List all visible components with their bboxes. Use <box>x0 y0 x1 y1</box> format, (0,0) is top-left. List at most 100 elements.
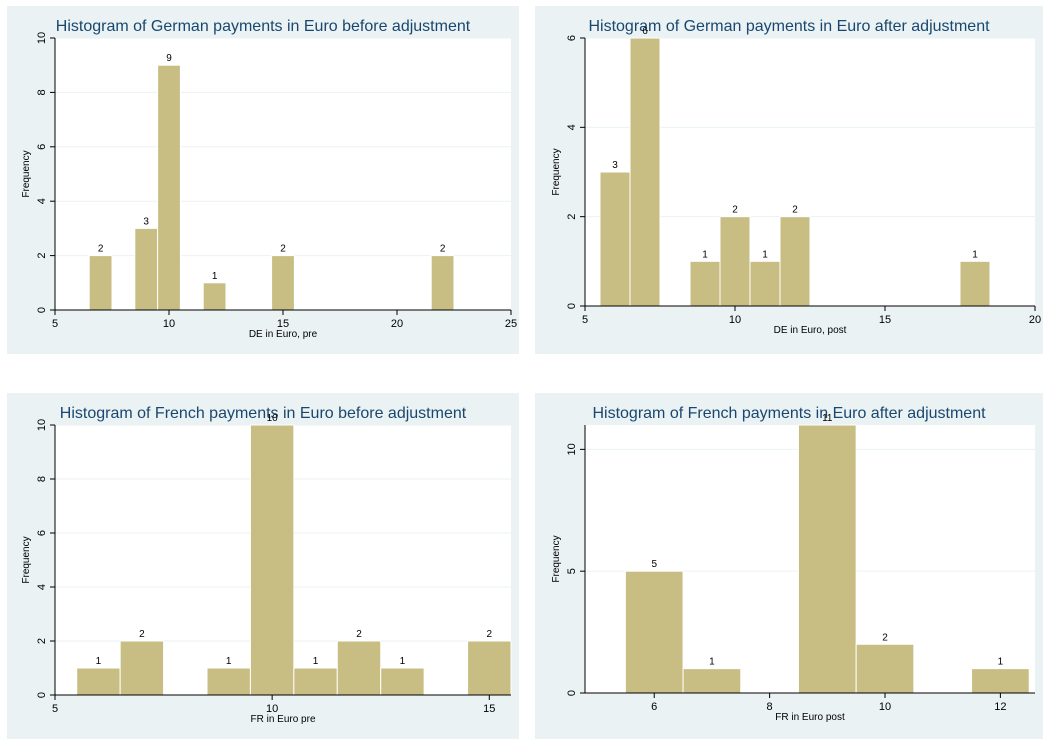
chart-svg: Histogram of French payments in Euro aft… <box>551 405 1035 723</box>
x-tick-label: 20 <box>391 318 403 330</box>
y-tick-label: 0 <box>566 303 578 309</box>
histogram-bar <box>206 667 251 696</box>
bar-value-label: 1 <box>972 249 978 260</box>
histogram-bar <box>76 667 121 696</box>
histogram-bar <box>855 643 915 694</box>
histogram-bar <box>629 37 661 307</box>
chart-title: Histogram of French payments in Euro bef… <box>60 405 467 422</box>
x-tick-label: 15 <box>277 318 289 330</box>
chart-panel-fr-pre: Histogram of French payments in Euro bef… <box>7 393 519 739</box>
y-tick-label: 10 <box>566 443 578 455</box>
bar-value-label: 2 <box>356 629 362 640</box>
bar-value-label: 1 <box>96 656 102 667</box>
y-tick-label: 0 <box>566 690 578 696</box>
chart-panel-de-pre: Histogram of German payments in Euro bef… <box>7 6 519 354</box>
x-tick-label: 10 <box>163 318 175 330</box>
x-tick-label: 5 <box>52 703 58 715</box>
y-tick-label: 5 <box>566 568 578 574</box>
bar-value-label: 2 <box>139 629 145 640</box>
bar-value-label: 2 <box>440 244 446 255</box>
x-tick-label: 5 <box>52 318 58 330</box>
chart-title: Histogram of German payments in Euro aft… <box>588 18 990 35</box>
bar-value-label: 1 <box>709 657 715 668</box>
histogram-bar <box>624 570 684 694</box>
histogram-bar <box>202 282 227 311</box>
y-tick-label: 0 <box>36 692 48 698</box>
chart-panel-de-post: Histogram of German payments in Euro aft… <box>535 6 1043 354</box>
x-tick-label: 12 <box>994 701 1006 713</box>
histogram-bar <box>380 667 425 696</box>
y-tick-label: 0 <box>36 307 48 313</box>
chart-svg: Histogram of French payments in Euro bef… <box>21 405 512 725</box>
histogram-bar <box>271 255 295 311</box>
y-tick-label: 6 <box>36 530 48 536</box>
y-tick-label: 10 <box>36 32 48 44</box>
bar-value-label: 1 <box>212 271 218 282</box>
histogram-bar <box>88 255 113 311</box>
y-tick-label: 4 <box>36 584 48 590</box>
bar-value-label: 2 <box>882 632 888 643</box>
histogram-bar <box>971 668 1030 694</box>
chart-title: Histogram of French payments in Euro aft… <box>592 405 986 422</box>
x-axis-label: FR in Euro post <box>775 712 845 723</box>
bar-value-label: 5 <box>651 559 657 570</box>
y-axis-label: Frequency <box>551 148 562 195</box>
histogram-bar <box>749 260 781 307</box>
x-tick-label: 15 <box>879 314 891 326</box>
histogram-bar <box>719 216 751 307</box>
histogram-bar <box>134 227 159 311</box>
bar-value-label: 2 <box>487 629 493 640</box>
chart-svg: Histogram of German payments in Euro aft… <box>551 18 1041 336</box>
bar-value-label: 3 <box>143 216 149 227</box>
x-tick-label: 10 <box>729 314 741 326</box>
x-tick-label: 10 <box>266 703 278 715</box>
chart-panel-fr-post: Histogram of French payments in Euro aft… <box>535 393 1043 739</box>
y-tick-label: 2 <box>36 638 48 644</box>
y-tick-label: 8 <box>36 89 48 95</box>
histogram-bar <box>336 640 382 696</box>
bar-value-label: 2 <box>792 205 798 216</box>
histogram-bar <box>430 255 455 311</box>
histogram-bar <box>293 667 338 696</box>
histogram-bar <box>119 640 165 696</box>
y-axis-label: Frequency <box>21 150 32 197</box>
histogram-bar <box>157 64 181 311</box>
histogram-bar <box>779 216 811 307</box>
y-tick-label: 8 <box>36 476 48 482</box>
y-tick-label: 10 <box>36 419 48 431</box>
histogram-bar <box>797 424 857 694</box>
x-axis-label: DE in Euro, post <box>774 325 847 336</box>
y-tick-label: 2 <box>566 214 578 220</box>
x-tick-label: 10 <box>879 701 891 713</box>
bar-value-label: 10 <box>267 413 279 424</box>
y-tick-label: 6 <box>566 35 578 41</box>
bar-value-label: 6 <box>642 26 648 37</box>
histogram-bar <box>689 260 721 307</box>
chart-svg: Histogram of German payments in Euro bef… <box>21 18 517 340</box>
x-axis-label: DE in Euro, pre <box>249 329 318 340</box>
chart-title: Histogram of German payments in Euro bef… <box>56 18 471 35</box>
histogram-bar <box>682 668 742 694</box>
histogram-bar <box>249 424 295 696</box>
histogram-bar <box>599 171 631 307</box>
y-axis-label: Frequency <box>551 535 562 582</box>
bar-value-label: 1 <box>998 657 1004 668</box>
x-tick-label: 5 <box>582 314 588 326</box>
x-tick-label: 15 <box>483 703 495 715</box>
x-axis-label: FR in Euro pre <box>250 714 315 725</box>
bar-value-label: 2 <box>732 205 738 216</box>
bar-value-label: 9 <box>166 53 172 64</box>
histogram-bar <box>959 260 991 307</box>
histogram-bar <box>467 640 512 696</box>
x-tick-label: 6 <box>651 701 657 713</box>
bar-value-label: 2 <box>280 244 286 255</box>
x-tick-label: 8 <box>767 701 773 713</box>
bar-value-label: 1 <box>400 656 406 667</box>
y-tick-label: 4 <box>36 198 48 204</box>
bar-value-label: 1 <box>226 656 232 667</box>
y-axis-label: Frequency <box>21 536 32 583</box>
y-tick-label: 6 <box>36 144 48 150</box>
x-tick-label: 25 <box>505 318 517 330</box>
bar-value-label: 11 <box>822 413 833 424</box>
bar-value-label: 3 <box>612 160 618 171</box>
